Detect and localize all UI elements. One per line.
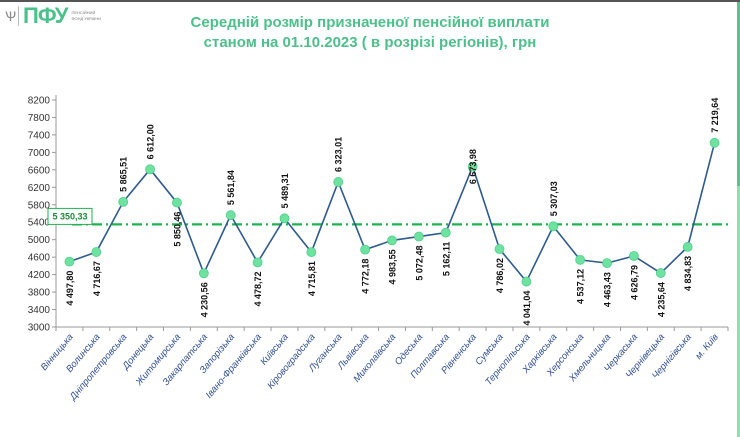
y-tick-label: 8200: [28, 96, 51, 107]
y-tick-label: 7800: [28, 113, 51, 124]
data-label: 5 865,51: [119, 157, 129, 192]
data-point: [145, 164, 155, 175]
data-point: [494, 244, 505, 254]
data-label: 4 983,55: [388, 249, 398, 284]
y-tick-label: 4200: [28, 270, 51, 281]
y-tick-label: 6200: [28, 183, 51, 194]
data-label: 4 715,81: [307, 261, 317, 296]
chart-title: Середній розмір призначеної пенсійної ви…: [190, 14, 550, 31]
data-point: [333, 177, 344, 187]
data-label: 6 612,00: [146, 124, 156, 159]
average-label: 5 350,33: [52, 211, 87, 221]
logo-subtitle: ПЕНСІЙНИЙ ФОНД УКРАЇНИ: [71, 10, 102, 21]
data-label: 4 230,56: [199, 282, 209, 317]
data-label: 5 489,31: [280, 173, 290, 208]
data-point: [655, 268, 666, 278]
data-point: [521, 276, 532, 287]
top-border: [0, 0, 740, 2]
data-label: 4 463,43: [603, 272, 613, 307]
data-point: [172, 197, 182, 208]
y-tick-label: 7000: [28, 148, 51, 159]
data-label: 4 537,12: [576, 269, 586, 304]
logo-text: ПФУ: [23, 3, 68, 28]
x-tick-label: м. Київ: [693, 332, 721, 362]
y-tick-label: 5400: [28, 218, 51, 229]
y-tick-label: 5800: [28, 200, 51, 211]
data-label: 4 235,64: [656, 282, 666, 317]
data-label: 4 041,04: [522, 291, 532, 326]
y-tick-label: 5000: [28, 235, 51, 246]
data-label: 4 626,79: [629, 265, 639, 300]
y-tick-label: 4600: [28, 253, 51, 264]
trident-icon: Ѱ: [5, 8, 17, 24]
data-label: 6 323,01: [334, 137, 344, 172]
data-point: [91, 247, 102, 257]
x-tick-label: Кіровоградська: [265, 332, 317, 391]
logo-divider: [18, 6, 19, 26]
y-tick-label: 7400: [28, 130, 51, 141]
data-point: [252, 257, 263, 268]
data-label: 5 072,48: [414, 246, 424, 281]
data-point: [306, 247, 317, 257]
data-point: [413, 231, 424, 242]
average-label-box: [47, 207, 93, 225]
y-tick-label: 3000: [28, 323, 51, 334]
data-point: [387, 235, 397, 246]
pfu-logo: Ѱ ПФУ ПЕНСІЙНИЙ ФОНД УКРАЇНИ: [5, 3, 101, 29]
data-point: [440, 227, 451, 238]
data-label: 5 850,46: [172, 212, 182, 247]
data-label: 5 307,03: [549, 181, 559, 216]
data-label: 4 834,83: [683, 256, 693, 291]
right-border-light: [737, 186, 740, 437]
data-point: [198, 268, 209, 279]
data-point: [575, 254, 586, 265]
y-tick-label: 3400: [28, 305, 51, 316]
data-label: 5 561,84: [226, 170, 236, 205]
data-point: [602, 258, 612, 269]
data-point: [709, 137, 720, 148]
data-label: 7 219,64: [710, 98, 720, 133]
data-point: [279, 213, 290, 224]
y-tick-label: 3800: [28, 288, 51, 299]
data-point: [360, 244, 371, 255]
data-point: [467, 161, 478, 172]
data-label: 4 772,18: [361, 259, 371, 294]
data-point: [682, 242, 693, 252]
data-label: 4 497,80: [65, 271, 75, 306]
data-point: [548, 221, 559, 232]
data-point: [64, 256, 75, 267]
data-point: [629, 251, 639, 261]
data-label: 4 716,67: [92, 261, 102, 296]
chart-subtitle: станом на 01.10.2023 ( в розрізі регіоні…: [203, 34, 537, 51]
y-tick-label: 6600: [28, 165, 51, 176]
data-point: [118, 197, 129, 207]
data-label: 4 478,72: [253, 271, 263, 306]
data-point: [225, 210, 236, 221]
data-label: 5 162,11: [441, 242, 451, 277]
data-label: 6 673,98: [468, 149, 478, 184]
data-label: 4 786,02: [495, 258, 505, 293]
